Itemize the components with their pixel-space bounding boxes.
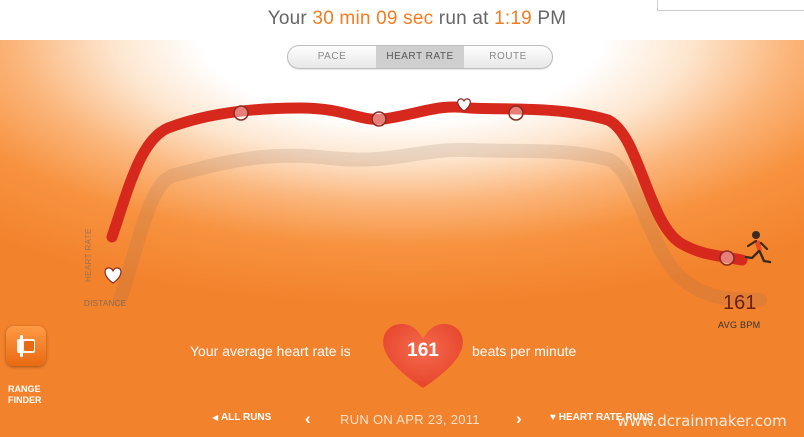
chart-line-shadow [113, 142, 767, 307]
watermark: www.dcrainmaker.com [617, 412, 787, 430]
tab-route[interactable]: ROUTE [489, 51, 527, 62]
summary-value: 161 [407, 340, 439, 361]
x-axis-label: DISTANCE [84, 299, 127, 308]
chart-point[interactable] [719, 250, 735, 266]
big-heart-icon [383, 323, 463, 388]
avg-bpm-value: 161 [723, 292, 757, 314]
back-arrow-icon: ◀ [212, 413, 219, 422]
chart-point[interactable] [371, 111, 387, 127]
start-heart-icon [104, 267, 122, 284]
summary-after: beats per minute [472, 343, 577, 359]
tab-pace[interactable]: PACE [317, 51, 347, 62]
y-axis-label: HEART RATE [84, 228, 93, 282]
prev-run-button[interactable]: ‹ [305, 409, 311, 428]
run-date: RUN ON APR 23, 2011 [340, 412, 480, 427]
summary-before: Your average heart rate is [190, 343, 351, 359]
title-prefix: Your [267, 8, 307, 29]
run-duration: 30 min 09 sec [312, 8, 434, 29]
heart-rate-runs-link[interactable]: ♥ HEART RATE RUNS [550, 412, 654, 423]
tab-heart-rate[interactable]: HEART RATE [376, 46, 464, 68]
run-time: 1:19 [494, 8, 532, 29]
chart-line [106, 101, 748, 266]
run-time-suffix: PM [537, 8, 567, 29]
page-title: Your 30 min 09 sec run at 1:19 PM [0, 8, 804, 30]
runner-icon [744, 231, 772, 264]
range-finder-icon [17, 335, 35, 357]
view-tabs: PACE HEART RATE ROUTE [287, 45, 553, 69]
corner-box [657, 0, 804, 11]
small-heart-icon: ♥ [550, 412, 556, 423]
range-finder-label: RANGE FINDER [8, 384, 42, 405]
chart-point[interactable] [233, 105, 249, 121]
range-finder-button[interactable] [6, 326, 46, 366]
avg-bpm-label: AVG BPM [718, 320, 761, 330]
next-run-button[interactable]: › [516, 409, 522, 428]
chart-point[interactable] [508, 105, 524, 121]
heart-marker-icon[interactable] [457, 98, 471, 112]
title-mid: run at [438, 8, 489, 29]
all-runs-link[interactable]: ◀ ALL RUNS [212, 412, 272, 423]
